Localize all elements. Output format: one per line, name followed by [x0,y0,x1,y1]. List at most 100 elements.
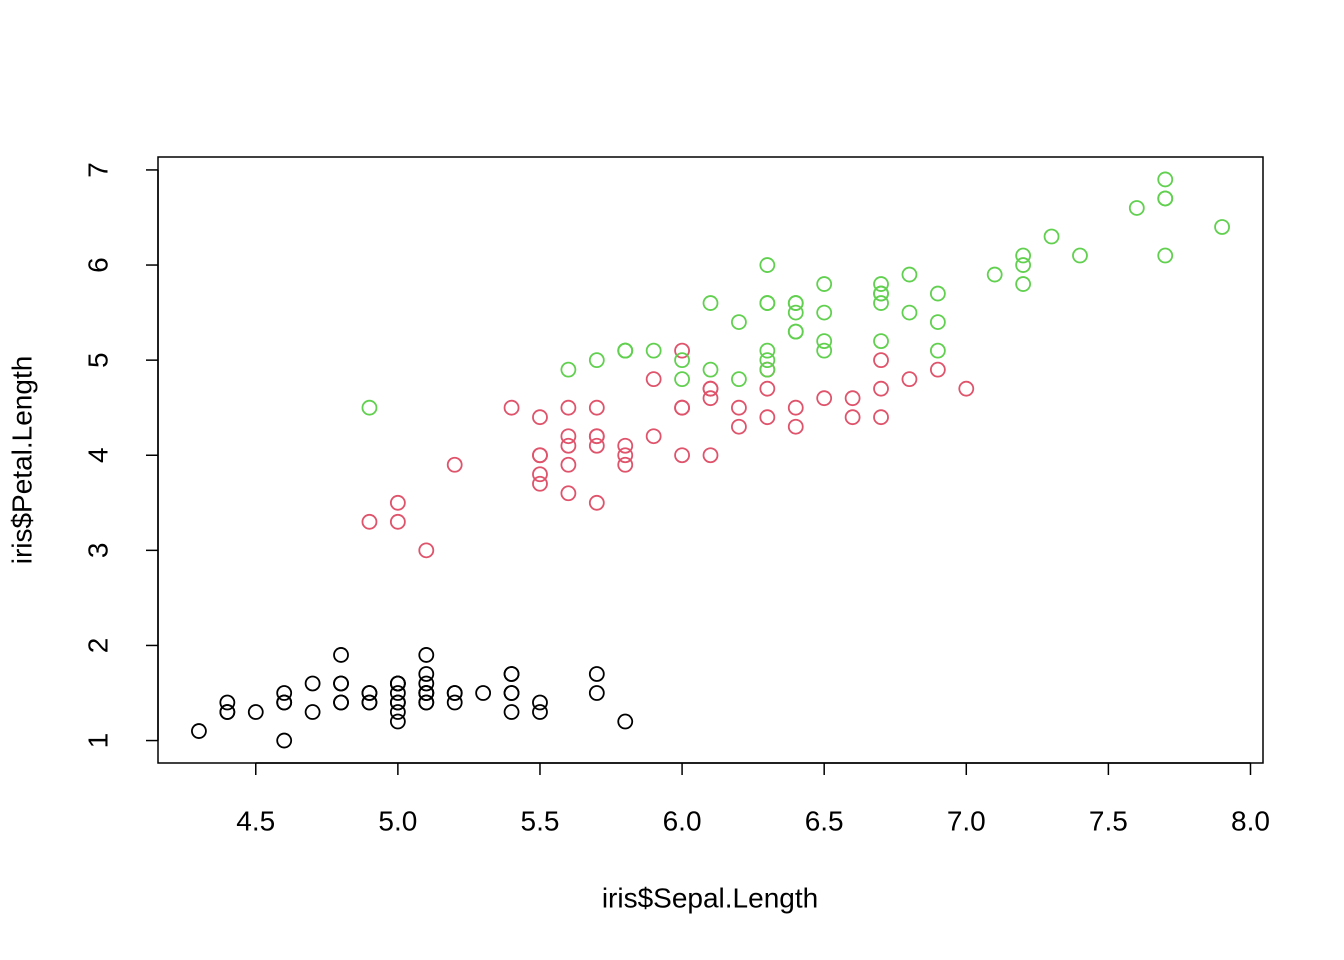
point [532,704,548,720]
point [674,447,690,464]
point [588,494,605,511]
point [304,675,321,692]
point [532,466,548,483]
point [759,409,776,426]
point [787,295,804,311]
point [560,485,577,502]
point [333,647,349,663]
x-tick-label: 4.5 [236,805,275,836]
point [986,266,1003,283]
y-tick-label: 6 [82,257,113,273]
point [475,685,492,701]
point [674,399,690,416]
point [645,428,662,445]
point [389,675,406,692]
point [617,342,634,359]
point [1015,247,1032,264]
point [276,694,293,711]
x-tick-label: 7.5 [1089,805,1128,836]
point [333,694,349,711]
point [1072,247,1088,264]
point [674,352,690,369]
point [1157,171,1174,188]
point [588,437,605,454]
x-tick-label: 7.0 [947,805,986,836]
point [674,342,690,359]
point [617,456,634,473]
point [844,409,861,426]
point [674,371,690,388]
point [617,437,634,454]
x-tick-label: 6.5 [805,805,844,836]
point [759,257,776,273]
y-tick-label: 4 [82,447,113,463]
point [645,371,662,388]
point [560,399,577,416]
point [787,304,804,321]
point [588,685,605,701]
point [276,685,293,701]
point [873,409,889,426]
point [1128,200,1145,216]
point [929,285,946,302]
point [503,685,520,701]
point [389,713,406,730]
point [588,352,605,369]
point [759,342,776,359]
point [247,704,264,720]
point [418,647,435,663]
point [389,494,406,511]
point [389,685,406,701]
point [219,704,236,720]
point [532,409,548,426]
point [333,675,349,692]
point [929,342,946,359]
point [418,542,435,559]
point [816,390,833,407]
point [418,685,435,701]
point [560,428,577,445]
point [532,694,548,711]
point [1015,257,1032,273]
point [901,266,918,283]
point [759,361,776,378]
point [560,437,577,454]
point [759,352,776,369]
point [276,732,293,749]
y-tick-label: 7 [82,162,113,178]
point [702,380,719,397]
point [816,342,833,359]
point [929,361,946,378]
point [702,447,719,464]
point [816,276,833,292]
point [446,685,463,701]
point [1015,276,1032,292]
point [446,694,463,711]
y-tick-label: 1 [82,733,113,749]
point [389,704,406,720]
point [361,399,378,416]
point [873,380,889,397]
point [731,371,747,388]
point [702,295,719,311]
point [617,713,634,730]
point [617,447,634,464]
x-axis-label: iris$Sepal.Length [602,882,818,913]
point [759,380,776,397]
point [361,685,378,701]
point [532,447,548,464]
point [816,333,833,350]
point [1043,228,1060,245]
point [1214,219,1230,235]
point [873,333,889,350]
point [873,276,889,292]
point [532,475,548,492]
point [418,694,435,711]
point [389,513,406,530]
point [787,323,804,340]
point [588,666,605,682]
point [1157,190,1174,207]
point [588,428,605,445]
point [304,704,321,720]
